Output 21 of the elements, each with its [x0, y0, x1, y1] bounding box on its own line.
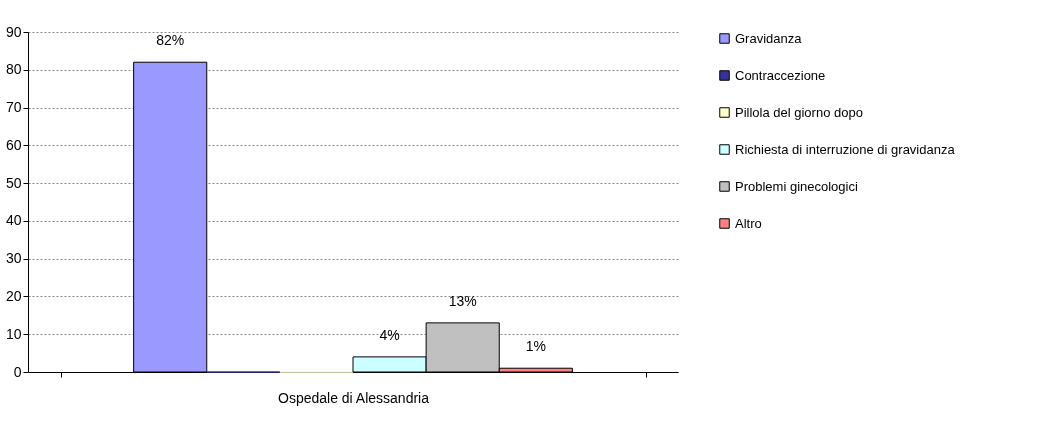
- legend-label: Pillola del giorno dopo: [735, 104, 863, 120]
- y-tick-label: 50: [5, 174, 22, 191]
- legend-label: Altro: [735, 215, 762, 231]
- text: 82%: [156, 32, 185, 49]
- legend-label: Gravidanza: [735, 30, 803, 46]
- legend-label: Contraccezione: [735, 67, 826, 83]
- x-tick-label: Ospedale di Alessandria: [278, 389, 430, 406]
- y-tick-label: 20: [5, 287, 22, 304]
- y-tick-label: 80: [5, 61, 22, 78]
- y-tick-label: 40: [5, 212, 22, 229]
- legend-label: Richiesta di interruzione di gravidanza: [735, 141, 956, 157]
- y-tick-label: 30: [5, 250, 22, 267]
- y-tick-label: 10: [5, 325, 22, 342]
- legend-label: Problemi ginecologici: [735, 178, 858, 194]
- text: 1%: [525, 338, 546, 355]
- y-tick-label: 70: [5, 99, 22, 116]
- y-tick-label: 90: [5, 23, 22, 40]
- text: 4%: [379, 326, 400, 343]
- y-tick-label: 60: [5, 136, 22, 153]
- text: 13%: [448, 292, 477, 309]
- y-tick-label: 0: [13, 363, 22, 380]
